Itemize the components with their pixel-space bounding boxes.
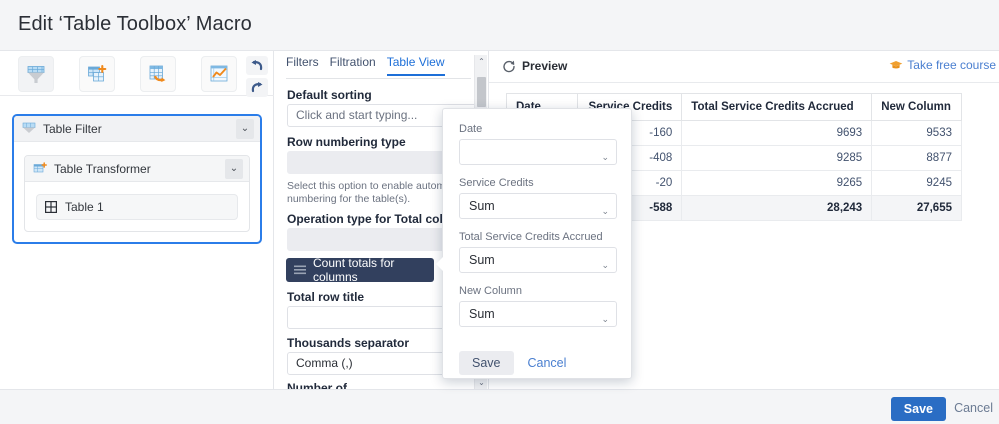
default-sorting-input[interactable]: Click and start typing...	[287, 104, 479, 127]
popup-label-total-service-credits-accrued: Total Service Credits Accrued	[459, 231, 603, 243]
popup-select-total-service-credits-accrued[interactable]: Sum ⌄	[459, 247, 617, 273]
scroll-down-icon[interactable]: ⌄	[478, 378, 485, 387]
chart-from-table-tool[interactable]	[201, 56, 237, 92]
footer-bar: Save Cancel	[0, 389, 999, 424]
number-of-label-partial: Number of	[287, 381, 347, 389]
graduation-cap-icon	[889, 60, 903, 71]
chevron-down-icon[interactable]: ⌄	[225, 158, 243, 179]
macro-tree: Table Filter ⌄	[12, 114, 262, 244]
refresh-icon[interactable]	[502, 59, 516, 73]
popup-actions: Save Cancel	[443, 339, 631, 375]
preview-header: Preview Take free course	[489, 51, 999, 83]
popup-label-date: Date	[459, 123, 483, 135]
tree-node-table-transformer[interactable]: Table Transformer ⌄ Table 1	[24, 155, 250, 232]
row-numbering-label: Row numbering type	[287, 135, 406, 149]
table-grid-icon	[45, 201, 57, 213]
scroll-up-icon[interactable]: ⌃	[478, 57, 485, 66]
default-sorting-label: Default sorting	[287, 88, 372, 102]
tree-node-table-filter-header[interactable]: Table Filter ⌄	[14, 116, 260, 142]
settings-tabs: Filters Filtration Table View	[286, 55, 471, 79]
take-free-course-label: Take free course	[907, 58, 996, 72]
redo-icon[interactable]	[246, 78, 268, 97]
popup-save-button[interactable]: Save	[459, 351, 514, 375]
left-panel: Table Filter ⌄	[0, 51, 274, 424]
chevron-down-icon: ⌄	[601, 314, 609, 324]
tab-table-view[interactable]: Table View	[386, 55, 445, 76]
popup-select-service-credits-value: Sum	[469, 199, 495, 213]
table-plus-tool[interactable]	[79, 56, 115, 92]
save-button[interactable]: Save	[890, 397, 946, 421]
column-header-new-column[interactable]: New Column	[871, 93, 962, 121]
tree-node-table-filter[interactable]: Table Filter ⌄	[12, 114, 262, 244]
popup-select-date[interactable]: ⌄	[459, 139, 617, 165]
tree-node-table-1-label: Table 1	[65, 200, 104, 214]
popup-cancel-link[interactable]: Cancel	[527, 356, 567, 370]
macro-toolbar	[0, 51, 274, 97]
chevron-down-icon: ⌄	[601, 152, 609, 162]
popup-select-total-accrued-value: Sum	[469, 253, 495, 267]
operation-type-popup: Date ⌄ Service Credits Sum ⌄ Total Servi…	[436, 108, 632, 379]
tree-node-table-filter-label: Table Filter	[43, 121, 102, 136]
popup-label-service-credits: Service Credits	[459, 177, 534, 189]
undo-icon[interactable]	[246, 56, 268, 75]
popup-select-service-credits[interactable]: Sum ⌄	[459, 193, 617, 219]
thousands-separator-label: Thousands separator	[287, 336, 410, 350]
operation-type-label: Operation type for Total column	[287, 212, 469, 226]
tree-node-table-transformer-label: Table Transformer	[54, 161, 151, 176]
tab-filtration[interactable]: Filtration	[329, 55, 376, 69]
chevron-down-icon: ⌄	[601, 206, 609, 216]
total-cell-new-column: 27,655	[871, 195, 962, 221]
count-totals-for-columns-button[interactable]: Count totals for columns	[286, 256, 434, 284]
cell-total-accrued: 9693	[681, 120, 873, 146]
preview-title: Preview	[522, 59, 568, 73]
total-cell-total-accrued: 28,243	[681, 195, 873, 221]
chevron-down-icon: ⌄	[601, 260, 609, 270]
cancel-link[interactable]: Cancel	[954, 401, 993, 415]
table-transformer-tool[interactable]	[140, 56, 176, 92]
column-header-total-service-credits-accrued[interactable]: Total Service Credits Accrued	[681, 93, 873, 121]
cell-new-column: 9533	[871, 120, 962, 146]
take-free-course-link[interactable]: Take free course	[889, 58, 996, 72]
popup-body: Date ⌄ Service Credits Sum ⌄ Total Servi…	[443, 109, 631, 327]
page-title: Edit ‘Table Toolbox’ Macro	[18, 13, 252, 35]
cell-new-column: 8877	[871, 145, 962, 171]
cell-total-accrued: 9265	[681, 170, 873, 196]
popup-select-new-column-value: Sum	[469, 307, 495, 321]
thousands-separator-select[interactable]: Comma (,)	[287, 352, 479, 375]
popup-label-new-column: New Column	[459, 285, 522, 297]
tree-node-table-transformer-header[interactable]: Table Transformer ⌄	[25, 156, 249, 182]
funnel-icon	[22, 122, 36, 135]
column-header-service-credits[interactable]: Service Credits	[576, 93, 683, 121]
scrollbar-thumb[interactable]	[477, 77, 486, 107]
chevron-down-icon[interactable]: ⌄	[236, 118, 254, 139]
count-totals-label: Count totals for columns	[313, 256, 395, 284]
row-numbering-help: Select this option to enable automatic n…	[287, 180, 462, 205]
tab-filters[interactable]: Filters	[286, 55, 319, 69]
title-bar: Edit ‘Table Toolbox’ Macro	[0, 0, 999, 51]
tree-node-table-1[interactable]: Table 1	[36, 194, 238, 220]
lines-icon	[294, 265, 306, 275]
table-plus-icon	[33, 162, 47, 175]
table-filter-tool[interactable]	[18, 56, 54, 92]
popup-select-new-column[interactable]: Sum ⌄	[459, 301, 617, 327]
cell-new-column: 9245	[871, 170, 962, 196]
total-row-title-label: Total row title	[287, 290, 365, 304]
cell-total-accrued: 9285	[681, 145, 873, 171]
